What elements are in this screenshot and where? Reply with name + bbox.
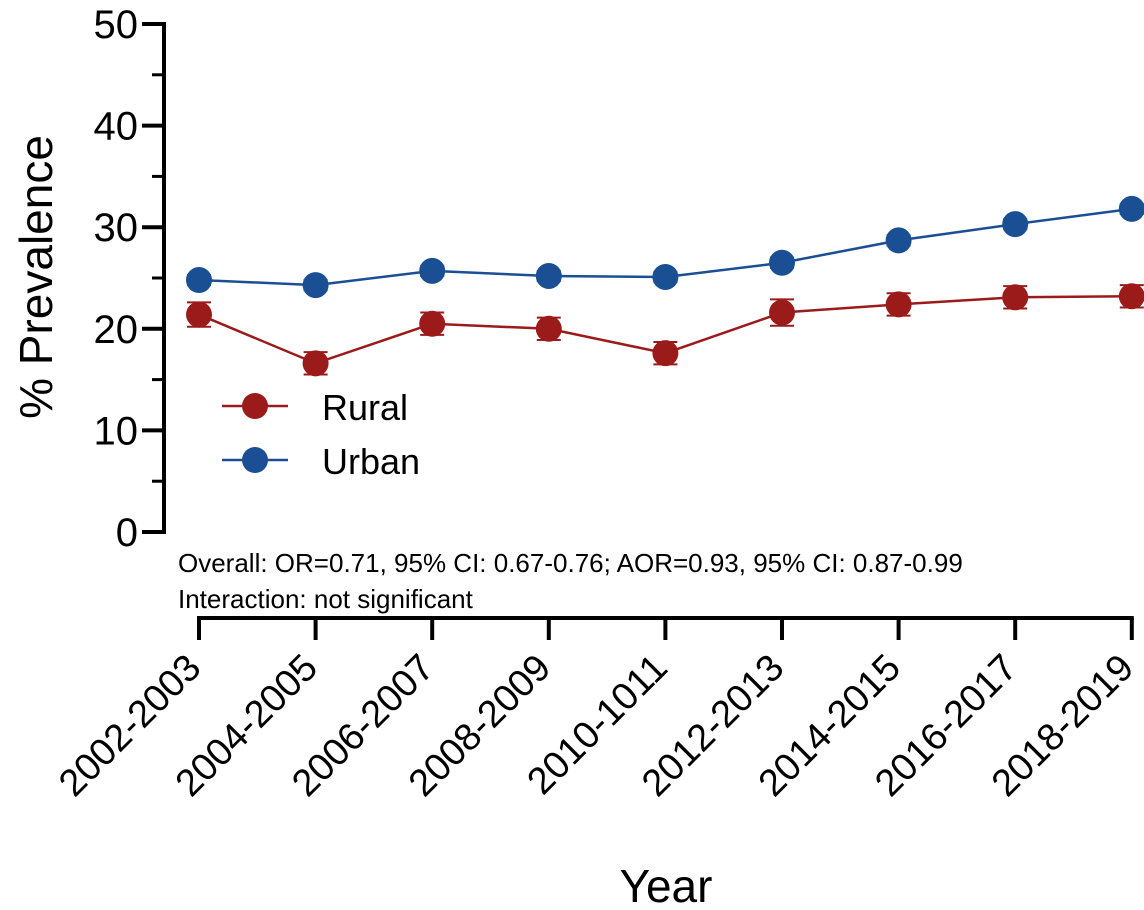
- data-point: [1118, 283, 1144, 310]
- y-tick-label: 10: [94, 409, 139, 453]
- legend-item-urban: Urban: [222, 441, 420, 482]
- y-tick-label: 0: [116, 511, 138, 555]
- series-urban: [186, 195, 1144, 299]
- data-point: [535, 262, 562, 289]
- series-rural: [186, 283, 1144, 377]
- legend-item-rural: Rural: [222, 387, 408, 428]
- data-point: [302, 350, 329, 377]
- data-point: [419, 310, 446, 337]
- y-axis: 0 10 20 30 40 50: [94, 3, 166, 555]
- data-point: [769, 299, 795, 326]
- y-tick-label: 20: [94, 308, 139, 352]
- data-point: [885, 291, 912, 318]
- data-point: [1002, 284, 1029, 311]
- y-tick-label: 30: [94, 206, 139, 250]
- legend-label: Rural: [322, 387, 408, 428]
- legend-label: Urban: [322, 441, 420, 482]
- data-point: [885, 227, 912, 254]
- data-point: [1118, 195, 1144, 222]
- x-axis-label: Year: [620, 860, 713, 910]
- data-point: [652, 263, 679, 290]
- annotation-interaction: Interaction: not significant: [178, 584, 474, 614]
- data-point: [652, 340, 679, 367]
- legend-marker: [242, 447, 268, 473]
- y-tick-label: 40: [94, 105, 139, 149]
- data-point: [186, 301, 212, 328]
- legend: Rural Urban: [222, 387, 420, 482]
- y-axis-label: % Prevalence: [10, 135, 62, 419]
- series-layer: [186, 195, 1144, 377]
- y-tick-label: 50: [94, 3, 139, 47]
- legend-marker: [242, 393, 268, 419]
- data-point: [419, 257, 446, 284]
- data-point: [302, 272, 329, 299]
- data-point: [535, 315, 562, 342]
- annotation-overall: Overall: OR=0.71, 95% CI: 0.67-0.76; AOR…: [178, 548, 963, 578]
- x-axis: 2002-20032004-20052006-20072008-20092010…: [51, 616, 1142, 805]
- data-point: [1002, 211, 1029, 238]
- data-point: [186, 267, 212, 294]
- data-point: [769, 249, 795, 276]
